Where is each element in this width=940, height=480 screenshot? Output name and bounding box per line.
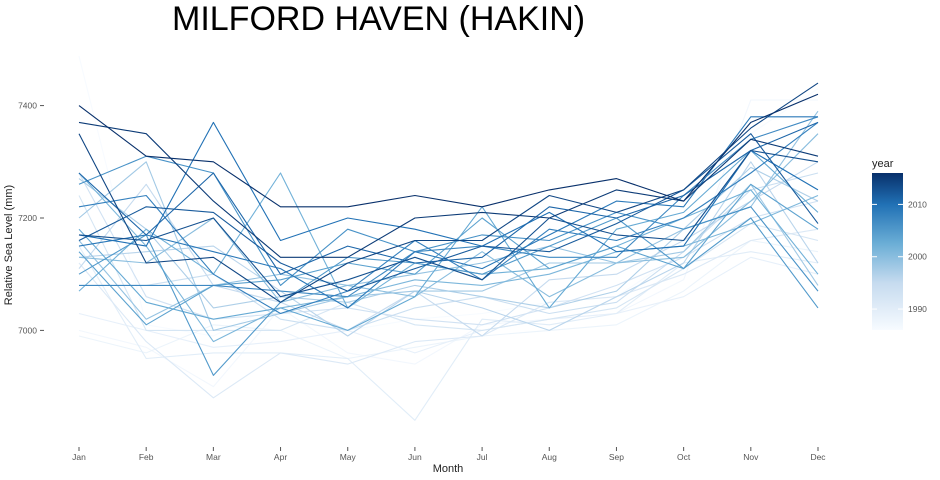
x-tick-label: Apr (274, 452, 287, 462)
series-line-1998 (78, 161, 819, 331)
series-line-1986 (78, 55, 819, 337)
x-tick-label: Nov (743, 452, 759, 462)
legend-tick-label: 1990 (908, 304, 927, 314)
y-tick-label: 7200 (18, 213, 37, 223)
x-tick-label: Dec (810, 452, 826, 462)
legend-tick-label: 2010 (908, 199, 927, 209)
series-line-2001 (78, 172, 819, 343)
series-line-2014 (78, 82, 819, 303)
series-line-2004 (78, 183, 819, 326)
x-tick-label: Feb (139, 452, 154, 462)
x-tick-label: Jan (72, 452, 86, 462)
x-tick-label: Oct (677, 452, 691, 462)
series-line-2007 (79, 116, 819, 298)
legend-tick-label: 2000 (908, 252, 927, 262)
series-line-2012 (78, 133, 819, 292)
series-lines (78, 55, 819, 421)
series-line-2015 (78, 121, 819, 258)
series-line-2010 (78, 121, 819, 253)
legend: year 1990 2000 2010 (872, 158, 927, 330)
series-line-1991 (78, 228, 819, 399)
series-line-1993 (78, 172, 819, 326)
legend-ticks: 1990 2000 2010 (872, 199, 927, 314)
x-axis: Jan Feb Mar Apr May Jun Jul Aug Sep Oct Nov Dec (72, 447, 826, 462)
series-line-2013 (78, 149, 819, 298)
x-tick-label: Aug (542, 452, 557, 462)
y-axis-label: Relative Sea Level (mm) (3, 185, 15, 305)
legend-title: year (872, 158, 894, 170)
series-line-1995 (78, 161, 819, 337)
chart-title: MILFORD HAVEN (HAKIN) (172, 0, 586, 38)
x-axis-label: Month (433, 463, 464, 475)
x-tick-label: Sep (609, 452, 624, 462)
series-line-1994 (79, 172, 819, 331)
series-line-1989 (78, 256, 819, 354)
x-tick-label: Jun (408, 452, 422, 462)
y-axis: 7000 7200 7400 (18, 101, 44, 335)
series-line-1992 (78, 195, 819, 331)
series-line-1987 (78, 99, 818, 388)
y-tick-label: 7000 (18, 325, 37, 335)
series-line-2003 (78, 149, 819, 331)
legend-colorbar (872, 173, 903, 330)
y-tick-label: 7400 (18, 101, 37, 111)
series-line-2000 (78, 133, 819, 303)
series-line-2016 (78, 93, 819, 208)
x-tick-label: Mar (206, 452, 221, 462)
series-line-1996 (78, 161, 819, 337)
x-tick-label: Jul (477, 452, 488, 462)
x-tick-label: May (340, 452, 357, 462)
